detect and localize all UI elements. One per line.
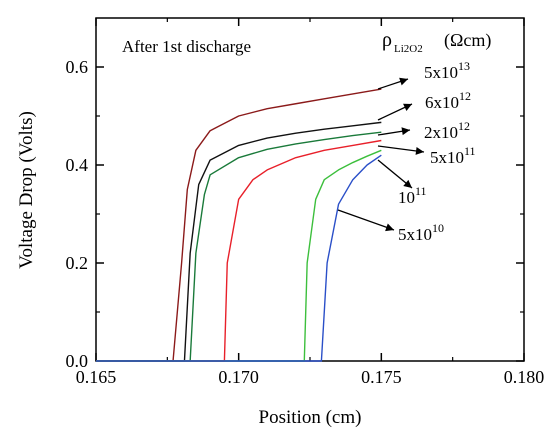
label-arrows bbox=[337, 77, 425, 232]
series-label-base: 2x10 bbox=[424, 123, 458, 142]
series-label-base: 10 bbox=[398, 188, 415, 207]
x-tick-label: 0.170 bbox=[218, 367, 259, 387]
series-label-6: 5x1010 bbox=[398, 221, 444, 244]
arrow-head-1 bbox=[399, 77, 408, 86]
series-label-base: 5x10 bbox=[398, 225, 432, 244]
arrow-head-6 bbox=[385, 223, 394, 232]
series-line-6 bbox=[96, 154, 382, 362]
x-tick-label: 0.180 bbox=[504, 367, 545, 387]
y-axis-label: Voltage Drop (Volts) bbox=[16, 111, 37, 269]
y-tick-label: 0.2 bbox=[66, 253, 89, 273]
series-label-exponent: 11 bbox=[415, 184, 427, 198]
arrow-shaft-6 bbox=[337, 209, 395, 231]
series-label-exponent: 10 bbox=[432, 221, 444, 235]
series-line-5 bbox=[96, 149, 382, 362]
series-label-exponent: 12 bbox=[459, 89, 471, 103]
series-label-base: 6x10 bbox=[425, 93, 459, 112]
series-label-2: 6x1012 bbox=[425, 89, 471, 112]
arrow-head-3 bbox=[401, 127, 410, 136]
series-label-1: 5x1013 bbox=[424, 59, 470, 82]
series-label-base: 5x10 bbox=[424, 63, 458, 82]
x-tick-label: 0.175 bbox=[361, 367, 402, 387]
x-axis-label: Position (cm) bbox=[259, 407, 362, 428]
y-tick-label: 0.4 bbox=[66, 155, 89, 175]
x-tick-label: 0.165 bbox=[76, 367, 117, 387]
series-line-2 bbox=[96, 121, 382, 362]
series-lines bbox=[96, 88, 382, 362]
series-line-1 bbox=[96, 88, 382, 362]
series-label-exponent: 12 bbox=[458, 119, 470, 133]
legend-subscript: Li2O2 bbox=[394, 43, 423, 55]
arrow-head-4 bbox=[415, 146, 424, 155]
annotation-text: After 1st discharge bbox=[122, 37, 251, 56]
arrow-head-5 bbox=[403, 179, 412, 188]
y-tick-label: 0.6 bbox=[66, 57, 89, 77]
series-line-3 bbox=[96, 131, 382, 362]
arrow-head-2 bbox=[403, 103, 412, 112]
series-label-exponent: 13 bbox=[458, 59, 470, 73]
series-line-4 bbox=[96, 139, 382, 362]
series-label-5: 1011 bbox=[398, 184, 427, 207]
y-tick-label: 0.0 bbox=[66, 351, 89, 371]
series-label-4: 5x1011 bbox=[430, 144, 476, 167]
series-label-exponent: 11 bbox=[464, 144, 476, 158]
legend-title: ρ Li2O2 (Ωcm) bbox=[382, 29, 491, 55]
series-label-base: 5x10 bbox=[430, 148, 464, 167]
series-label-3: 2x1012 bbox=[424, 119, 470, 142]
legend-unit: (Ωcm) bbox=[444, 30, 491, 51]
legend-symbol: ρ bbox=[382, 29, 392, 51]
